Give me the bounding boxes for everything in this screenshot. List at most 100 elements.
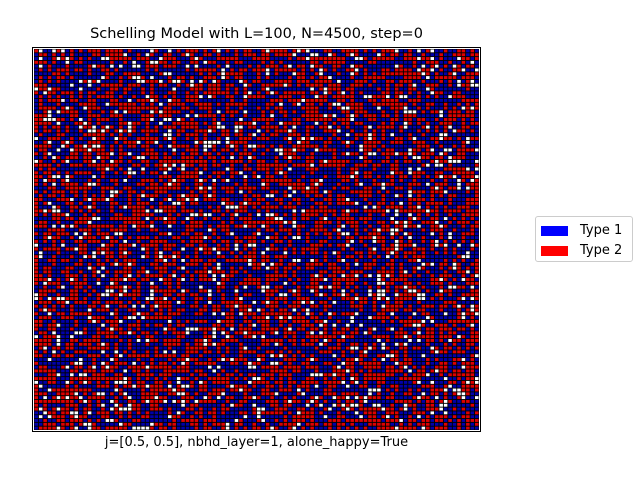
- grid-cell-type2: [43, 83, 47, 87]
- grid-cell-type2: [256, 118, 261, 121]
- grid-cell-type1: [239, 182, 243, 186]
- grid-cell-type1: [216, 129, 221, 133]
- grid-cell-type1: [443, 68, 448, 72]
- grid-cell-type2: [92, 49, 96, 53]
- grid-cell-type1: [279, 64, 283, 68]
- grid-cell-type2: [372, 182, 377, 186]
- grid-cell-type2: [341, 198, 346, 201]
- grid-cell-type2: [194, 232, 199, 236]
- grid-cell-type1: [199, 148, 203, 152]
- grid-cell-type2: [301, 182, 305, 186]
- grid-cell-empty: [426, 76, 430, 80]
- grid-cell-type2: [230, 217, 234, 220]
- grid-cell-type1: [341, 53, 346, 57]
- grid-cell-type2: [341, 201, 346, 205]
- grid-cell-type1: [56, 224, 61, 228]
- grid-cell-type1: [363, 106, 368, 110]
- grid-cell-type1: [466, 60, 470, 64]
- grid-cell-empty: [83, 232, 87, 236]
- grid-cell-type1: [412, 118, 417, 121]
- grid-cell-type2: [443, 129, 448, 133]
- grid-cell-type2: [381, 152, 386, 156]
- grid-cell-type1: [172, 198, 176, 201]
- grid-cell-type2: [208, 114, 212, 118]
- grid-cell-type2: [194, 220, 199, 224]
- grid-cell-type1: [92, 152, 96, 156]
- grid-cell-type2: [403, 79, 408, 83]
- grid-cell-type2: [301, 175, 305, 179]
- grid-cell-type1: [159, 68, 163, 72]
- grid-cell-type2: [70, 57, 74, 60]
- grid-cell-type1: [430, 171, 435, 175]
- grid-cell-empty: [310, 87, 314, 91]
- grid-cell-type2: [159, 72, 163, 76]
- grid-cell-type1: [105, 178, 110, 182]
- grid-cell-type1: [252, 213, 257, 217]
- grid-cell-type1: [43, 194, 47, 198]
- grid-cell-empty: [105, 167, 110, 171]
- grid-cell-type2: [101, 125, 105, 129]
- grid-cell-type1: [426, 110, 430, 114]
- grid-cell-type1: [208, 133, 212, 137]
- grid-cell-type1: [381, 167, 386, 171]
- grid-cell-type2: [372, 129, 377, 133]
- grid-cell-type2: [386, 175, 390, 179]
- grid-cell-type2: [234, 171, 239, 175]
- grid-cell-empty: [159, 102, 163, 106]
- grid-cell-type2: [167, 209, 172, 213]
- grid-cell-type1: [159, 125, 163, 129]
- grid-cell-type2: [377, 125, 381, 129]
- grid-cell-type1: [256, 110, 261, 114]
- grid-cell-type2: [274, 106, 279, 110]
- grid-cell-type1: [417, 228, 421, 232]
- grid-cell-type1: [350, 228, 354, 232]
- grid-cell-type1: [34, 228, 38, 232]
- grid-cell-type1: [199, 91, 203, 95]
- grid-cell-type1: [368, 57, 372, 60]
- grid-cell-type2: [381, 144, 386, 148]
- grid-cell-type1: [310, 175, 314, 179]
- grid-cell-type1: [470, 159, 475, 163]
- grid-cell-type2: [110, 49, 114, 53]
- grid-cell-type2: [270, 83, 274, 87]
- grid-cell-type2: [185, 171, 190, 175]
- grid-cell-type1: [43, 133, 47, 137]
- grid-cell-empty: [185, 64, 190, 68]
- grid-cell-type2: [328, 198, 332, 201]
- grid-cell-type1: [274, 224, 279, 228]
- grid-cell-type2: [421, 152, 426, 156]
- grid-cell-type2: [34, 163, 38, 167]
- grid-cell-type2: [319, 76, 323, 80]
- grid-cell-type1: [87, 194, 92, 198]
- grid-cell-type1: [234, 79, 239, 83]
- grid-cell-type1: [430, 76, 435, 80]
- grid-cell-type1: [394, 57, 399, 60]
- grid-cell-type2: [297, 76, 301, 80]
- grid-cell-type2: [38, 224, 43, 228]
- grid-cell-type2: [292, 152, 297, 156]
- grid-cell-empty: [417, 156, 421, 160]
- grid-cell-type2: [461, 118, 466, 121]
- grid-cell-type1: [261, 209, 265, 213]
- grid-cell-type1: [199, 133, 203, 137]
- grid-cell-type2: [145, 144, 150, 148]
- grid-cell-type1: [239, 178, 243, 182]
- grid-cell-empty: [141, 79, 145, 83]
- grid-cell-type2: [274, 49, 279, 53]
- grid-cell-type1: [176, 72, 181, 76]
- grid-cell-type1: [105, 228, 110, 232]
- grid-cell-type1: [136, 159, 141, 163]
- grid-cell-type1: [248, 110, 252, 114]
- grid-cell-type2: [243, 53, 248, 57]
- grid-cell-type2: [305, 213, 310, 217]
- grid-cell-type1: [434, 87, 439, 91]
- grid-cell-type1: [399, 60, 403, 64]
- grid-cell-empty: [283, 83, 288, 87]
- grid-cell-type2: [74, 205, 79, 209]
- grid-cell-type1: [176, 171, 181, 175]
- grid-cell-type2: [475, 186, 479, 190]
- grid-cell-empty: [363, 95, 368, 99]
- grid-cell-type1: [279, 159, 283, 163]
- grid-cell-type1: [154, 159, 159, 163]
- grid-cell-type2: [123, 121, 127, 125]
